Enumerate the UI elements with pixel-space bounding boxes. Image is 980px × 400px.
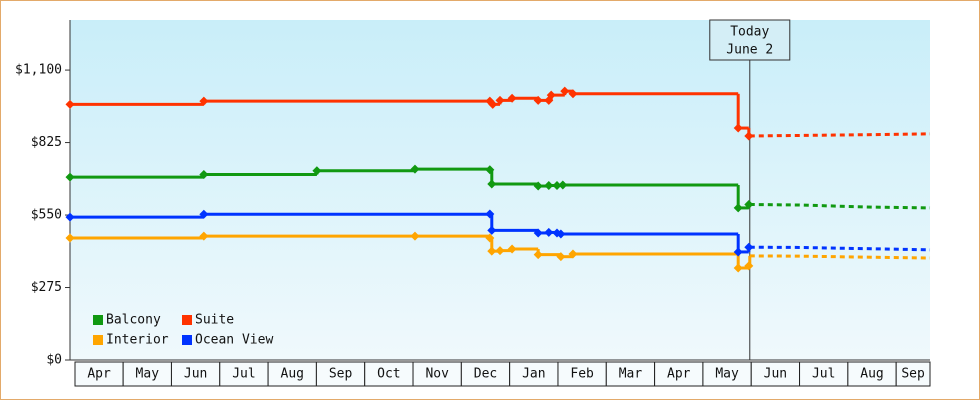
y-tick-label: $0 xyxy=(46,353,62,368)
point xyxy=(410,231,420,241)
point xyxy=(556,229,566,239)
month-cell xyxy=(267,361,317,387)
today-label: Today xyxy=(730,25,769,40)
x-tick-label: Mar xyxy=(619,367,643,382)
point xyxy=(733,247,743,257)
point xyxy=(199,96,209,106)
x-tick-label: Sep xyxy=(329,367,353,382)
point xyxy=(485,233,495,243)
point xyxy=(487,225,497,235)
point xyxy=(487,179,497,189)
x-tick-label: May xyxy=(715,367,739,382)
point xyxy=(568,89,578,99)
y-tick-label: $550 xyxy=(31,208,62,223)
x-tick-label: Oct xyxy=(377,367,400,382)
point xyxy=(733,203,743,213)
point xyxy=(744,199,754,209)
legend-swatch xyxy=(182,315,192,325)
point xyxy=(65,172,75,182)
series xyxy=(65,164,931,213)
month-cell xyxy=(895,361,931,387)
series xyxy=(65,209,931,257)
x-tick-label: Dec xyxy=(474,367,497,382)
point xyxy=(485,165,495,175)
point xyxy=(488,99,498,109)
x-tick-label: Nov xyxy=(425,367,449,382)
legend-swatch xyxy=(93,335,103,345)
month-cell xyxy=(122,361,172,387)
point xyxy=(533,228,543,238)
month-cell xyxy=(509,361,559,387)
x-tick-label: Aug xyxy=(281,367,304,382)
x-tick-label: Jan xyxy=(522,367,545,382)
today-box xyxy=(709,19,791,61)
point xyxy=(495,95,505,105)
point xyxy=(533,95,543,105)
point xyxy=(495,246,505,256)
point xyxy=(65,233,75,243)
point xyxy=(487,246,497,256)
point xyxy=(560,86,570,96)
point xyxy=(544,181,554,191)
point xyxy=(199,209,209,219)
x-tick-label: Aug xyxy=(860,367,883,382)
legend-swatch xyxy=(182,335,192,345)
legend-label: Balcony xyxy=(106,313,161,328)
y-tick-label: $825 xyxy=(31,135,62,150)
y-tick-label: $1,100 xyxy=(15,63,62,78)
x-tick-label: Jun xyxy=(184,367,207,382)
point xyxy=(199,231,209,241)
point xyxy=(65,99,75,109)
point xyxy=(546,90,556,100)
point xyxy=(507,93,517,103)
point xyxy=(410,164,420,174)
legend-label: Ocean View xyxy=(195,333,273,348)
legend-label: Interior xyxy=(106,333,169,348)
point xyxy=(733,123,743,133)
x-tick-label: Apr xyxy=(667,367,691,382)
point xyxy=(485,209,495,219)
x-tick-label: Jul xyxy=(232,367,255,382)
month-cell xyxy=(412,361,462,387)
point xyxy=(744,261,754,271)
month-cell xyxy=(219,361,269,387)
today-label: June 2 xyxy=(726,43,773,58)
point xyxy=(544,227,554,237)
point xyxy=(733,263,743,273)
series xyxy=(65,231,931,273)
legend-label: Suite xyxy=(195,313,234,328)
x-tick-label: May xyxy=(136,367,160,382)
point xyxy=(199,169,209,179)
point xyxy=(533,181,543,191)
month-cell xyxy=(74,361,124,387)
x-tick-label: Sep xyxy=(901,367,925,382)
point xyxy=(552,181,562,191)
x-tick-label: Feb xyxy=(570,367,594,382)
legend-swatch xyxy=(93,315,103,325)
series xyxy=(65,86,931,141)
month-cell xyxy=(799,361,849,387)
y-tick-label: $275 xyxy=(31,280,62,295)
month-cell xyxy=(750,361,801,387)
month-cell xyxy=(605,361,656,387)
point xyxy=(744,131,754,141)
point xyxy=(568,249,578,259)
x-tick-label: Jul xyxy=(812,367,835,382)
plot-area xyxy=(70,20,930,360)
x-tick-label: Apr xyxy=(87,367,111,382)
point xyxy=(507,244,517,254)
month-cell xyxy=(654,361,704,387)
month-cell xyxy=(170,361,221,387)
point xyxy=(65,212,75,222)
point xyxy=(533,250,543,260)
point xyxy=(312,166,322,176)
x-tick-label: Jun xyxy=(764,367,787,382)
point xyxy=(744,242,754,252)
point xyxy=(556,252,566,262)
point xyxy=(558,180,568,190)
